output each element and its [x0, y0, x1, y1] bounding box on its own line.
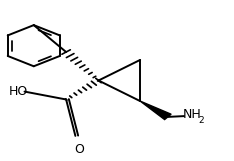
Text: NH: NH: [183, 108, 202, 121]
Polygon shape: [140, 101, 171, 120]
Text: HO: HO: [8, 85, 28, 98]
Text: 2: 2: [198, 116, 204, 125]
Text: O: O: [74, 143, 84, 156]
